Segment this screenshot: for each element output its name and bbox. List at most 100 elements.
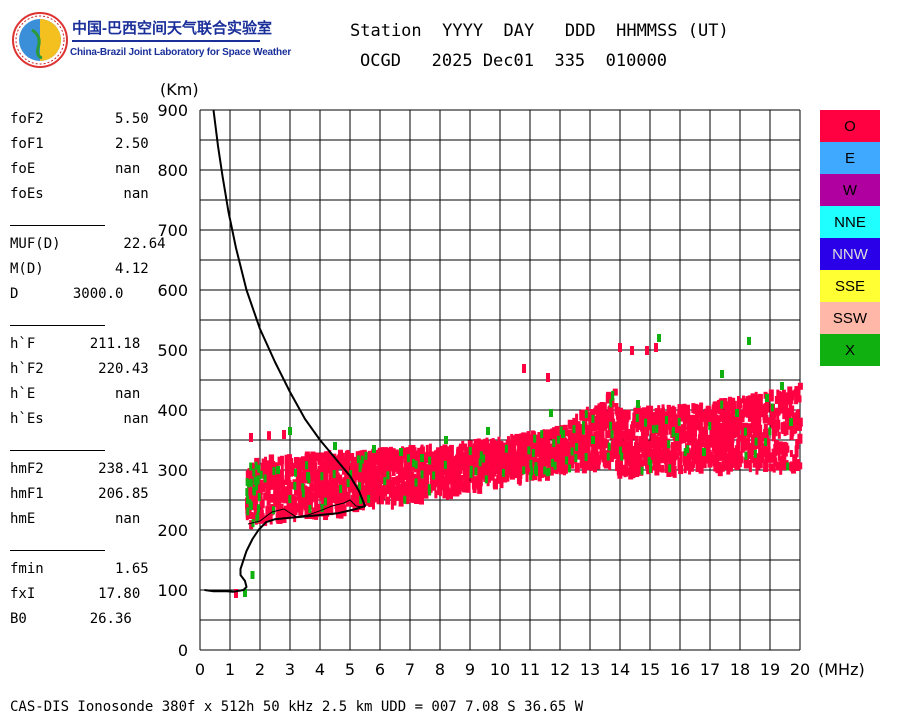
echo-point-x: [561, 430, 565, 438]
echo-point-o: [575, 421, 581, 430]
echo-point-o: [737, 434, 743, 442]
echo-point-o: [542, 455, 548, 467]
echo-point-x: [549, 409, 553, 417]
echo-point-x: [535, 468, 539, 477]
echo-point-o: [271, 454, 275, 462]
echo-point-o: [287, 455, 292, 463]
echo-point-o: [594, 437, 600, 450]
echo-point-o: [763, 405, 768, 413]
echo-point-o: [367, 454, 373, 465]
echo-point-x: [609, 399, 613, 408]
echo-point-x: [486, 427, 490, 435]
echo-point-o: [326, 504, 332, 514]
echo-point-o: [666, 443, 670, 453]
echo-point-o: [558, 464, 564, 473]
echo-point-o: [281, 485, 285, 495]
echo-point-o: [773, 454, 777, 467]
param-name: MUF(D): [10, 236, 61, 252]
echo-point-o: [727, 396, 732, 406]
echo-point-o: [658, 452, 664, 464]
echo-point-o: [736, 438, 741, 447]
echo-point-o: [497, 448, 501, 458]
echo-point-o: [758, 397, 763, 405]
echo-point-o: [304, 486, 308, 496]
echo-point-o: [599, 426, 605, 438]
y-tick-label: 400: [157, 401, 188, 420]
echo-point-x: [720, 400, 724, 409]
x-tick-label: 0: [195, 660, 205, 679]
echo-point-o: [695, 460, 699, 472]
echo-point-o: [546, 373, 550, 382]
echo-point-o: [450, 482, 455, 494]
echo-point-o: [498, 457, 502, 466]
echo-point-x: [360, 455, 364, 464]
echo-point-o: [522, 449, 528, 457]
echo-point-o: [571, 440, 575, 450]
echo-point-o: [411, 487, 417, 495]
echo-point-x: [686, 445, 690, 454]
echo-point-o: [234, 589, 238, 598]
echo-point-o: [579, 410, 585, 421]
echo-point-o: [623, 438, 629, 447]
echo-point-o: [792, 454, 798, 462]
echo-point-o: [628, 467, 634, 480]
echo-point-o: [286, 505, 292, 516]
echo-point-o: [509, 448, 513, 459]
echo-point-o: [585, 424, 590, 436]
echo-point-o: [655, 455, 661, 467]
echo-point-o: [748, 408, 752, 417]
echo-point-o: [313, 462, 318, 470]
echo-point-x: [708, 421, 712, 430]
echo-point-o: [776, 389, 780, 398]
echo-point-o: [377, 455, 383, 468]
echo-point-o: [341, 482, 347, 490]
echo-point-o: [333, 483, 338, 492]
echo-point-o: [598, 418, 603, 430]
echo-point-o: [771, 432, 776, 442]
lab-logo-icon: [12, 12, 68, 68]
echo-point-o: [248, 488, 254, 499]
echo-point-o: [703, 425, 708, 437]
echo-point-o: [377, 470, 381, 483]
echo-point-o: [435, 464, 439, 475]
echo-point-o: [738, 409, 744, 419]
param-row: hmE nan: [10, 511, 140, 527]
x-tick-label: 9: [465, 660, 475, 679]
echo-point-o: [541, 447, 546, 456]
echo-point-o: [656, 446, 662, 458]
echo-point-o: [360, 460, 366, 472]
echo-point-o: [364, 476, 368, 486]
param-value: 17.80: [98, 586, 141, 602]
echo-point-o: [751, 413, 756, 421]
echo-point-o: [386, 475, 392, 487]
echo-point-o: [604, 457, 608, 469]
echo-point-o: [707, 457, 713, 468]
echo-point-o: [660, 427, 666, 435]
echo-point-o: [469, 445, 474, 454]
echo-point-x: [789, 418, 793, 426]
x-tick-label: 5: [345, 660, 355, 679]
echo-point-o: [720, 424, 724, 437]
echo-point-o: [726, 461, 732, 469]
echo-point-x: [245, 495, 249, 504]
echo-point-o: [372, 500, 376, 510]
echo-point-o: [525, 433, 529, 443]
echo-point-x: [675, 433, 679, 441]
echo-point-o: [705, 454, 709, 464]
echo-point-o: [294, 457, 300, 469]
echo-point-o: [772, 463, 776, 473]
echo-point-o: [582, 434, 587, 442]
echo-point-o: [485, 443, 489, 455]
echo-point-o: [495, 444, 500, 453]
echo-point-o: [586, 434, 591, 443]
echo-point-o: [313, 475, 317, 484]
echo-point-o: [320, 461, 325, 471]
echo-point-o: [708, 406, 712, 415]
echo-point-o: [397, 458, 402, 466]
echo-point-x: [570, 447, 574, 456]
echo-point-x: [288, 427, 292, 435]
echo-point-x: [420, 470, 424, 479]
x-tick-label: 6: [375, 660, 385, 679]
param-row: foE nan: [10, 161, 140, 177]
echo-point-o: [298, 486, 303, 498]
